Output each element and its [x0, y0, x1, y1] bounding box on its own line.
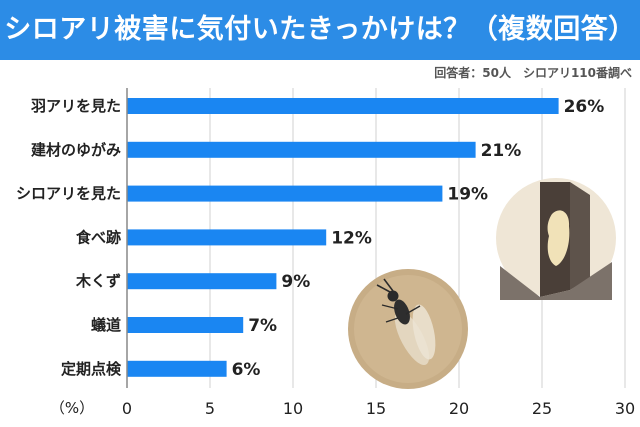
value-label: 7%: [248, 316, 277, 336]
bars: [127, 98, 559, 377]
category-label: 定期点検: [61, 360, 122, 378]
x-tick-label: 20: [449, 399, 469, 418]
bar: [127, 317, 244, 333]
category-label: 蟻道: [91, 316, 121, 334]
bar: [127, 185, 443, 202]
category-label: 建材のゆがみ: [31, 141, 121, 159]
x-tick-label: 25: [532, 399, 552, 418]
value-label: 9%: [281, 272, 310, 292]
value-label: 26%: [564, 97, 605, 117]
bar: [127, 360, 227, 377]
x-tick-label: 15: [366, 399, 386, 418]
category-label: シロアリを見た: [16, 185, 121, 203]
chart-title: シロアリ被害に気付いたきっかけは？（複数回答）: [4, 14, 636, 45]
value-label: 19%: [447, 185, 488, 205]
title-banner: [0, 0, 640, 60]
damaged-wall-illustration-icon: [496, 178, 616, 300]
source-note: 回答者：50人 シロアリ110番調べ: [434, 66, 632, 80]
termite-illustration-icon: [348, 269, 468, 389]
value-label: 21%: [481, 141, 522, 161]
grid-lines: [209, 88, 626, 388]
value-label: 12%: [331, 228, 372, 248]
x-unit-label: （%）: [50, 399, 94, 417]
bar: [127, 229, 327, 246]
value-labels: 26% 21% 19% 12% 9% 7% 6%: [232, 97, 605, 380]
bar: [127, 273, 277, 290]
category-label: 木くず: [75, 272, 121, 290]
x-tick-label: 10: [283, 399, 303, 418]
category-label: 羽アリを見た: [31, 97, 121, 115]
x-tick-label: 0: [122, 399, 132, 418]
value-label: 6%: [232, 360, 261, 380]
bar: [127, 141, 476, 158]
category-label: 食べ跡: [76, 228, 121, 246]
x-tick-label: 5: [205, 399, 215, 418]
x-tick-label: 30: [615, 399, 635, 418]
x-tick-labels: 0 5 10 15 20 25 30: [122, 399, 635, 418]
bar: [127, 98, 559, 114]
